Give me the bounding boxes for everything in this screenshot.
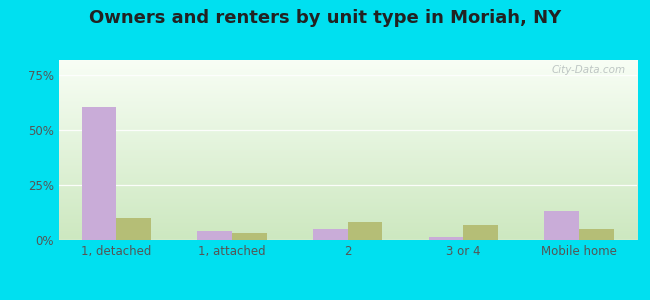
Bar [348,222,382,240]
Bar [116,218,151,240]
Text: City-Data.com: City-Data.com [551,65,625,75]
Bar [579,229,614,240]
Bar [232,233,266,240]
Bar [313,229,348,240]
Text: Owners and renters by unit type in Moriah, NY: Owners and renters by unit type in Moria… [89,9,561,27]
Bar [545,212,579,240]
Bar [463,225,498,240]
Bar [429,237,463,240]
Bar [82,107,116,240]
Bar [198,231,232,240]
